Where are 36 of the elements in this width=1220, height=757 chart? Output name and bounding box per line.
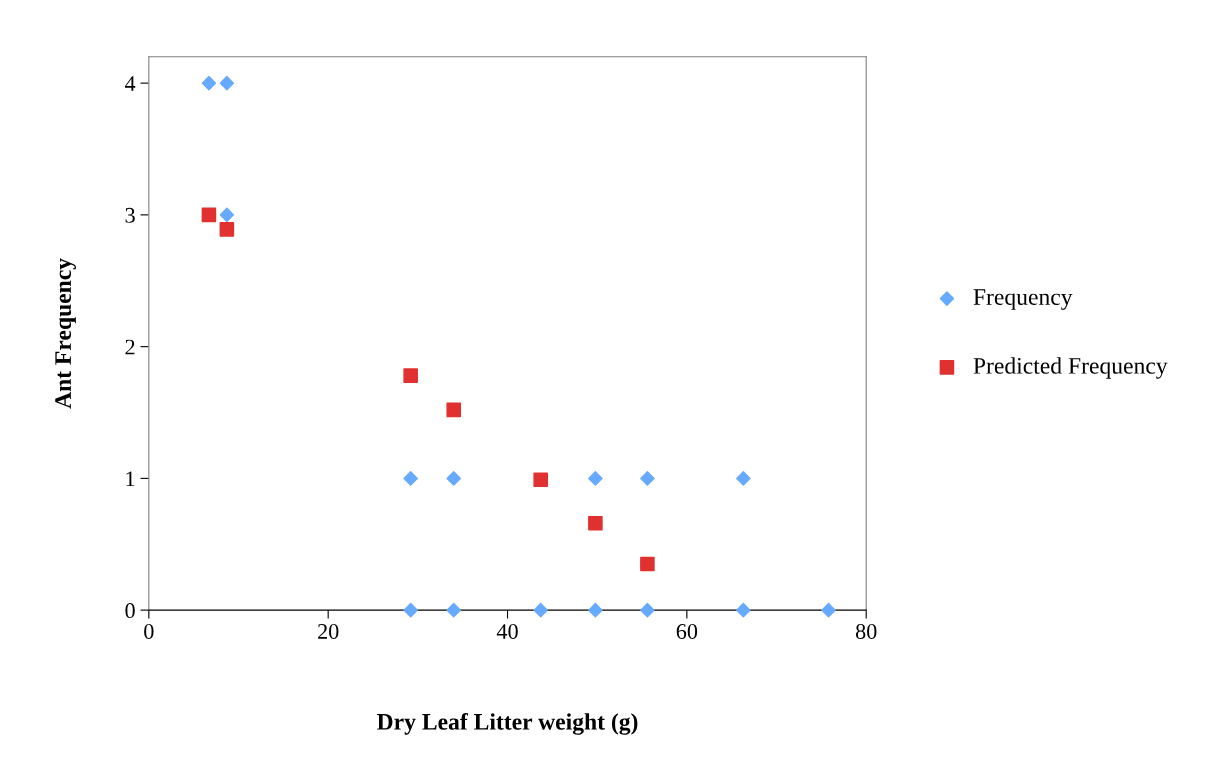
y-tick-label: 4 <box>124 76 136 91</box>
x-tick-label: 40 <box>496 623 518 639</box>
y-tick-label: 0 <box>125 603 135 619</box>
point <box>219 207 235 223</box>
point <box>640 471 655 486</box>
x-tick-label: 60 <box>676 623 698 639</box>
legend-label: Frequency <box>973 289 1073 310</box>
point <box>736 602 751 618</box>
x-tick-label: 0 <box>144 623 154 639</box>
point <box>736 471 751 486</box>
point <box>446 402 462 418</box>
point <box>588 471 603 486</box>
point <box>219 222 235 237</box>
point <box>533 602 548 618</box>
point <box>640 556 655 572</box>
y-axis-title: Ant Frequency <box>55 258 76 409</box>
y-tick-label: 1 <box>126 471 135 487</box>
point <box>201 75 217 91</box>
point <box>446 471 462 486</box>
point <box>588 602 603 618</box>
point <box>533 472 548 487</box>
point <box>219 75 235 91</box>
y-tick-label: 3 <box>125 207 135 223</box>
point <box>640 602 655 618</box>
x-axis-title: Dry Leaf Litter weight (g) <box>377 712 638 735</box>
point <box>201 207 217 223</box>
x-tick-label: 80 <box>855 623 877 639</box>
x-tick-label: 20 <box>318 623 339 639</box>
point <box>446 602 462 618</box>
y-tick-label: 2 <box>125 339 135 355</box>
legend-label: Predicted Frequency <box>973 357 1168 379</box>
point <box>403 602 418 618</box>
point <box>588 515 603 531</box>
point <box>403 471 418 486</box>
point <box>403 368 418 383</box>
point <box>821 602 836 618</box>
